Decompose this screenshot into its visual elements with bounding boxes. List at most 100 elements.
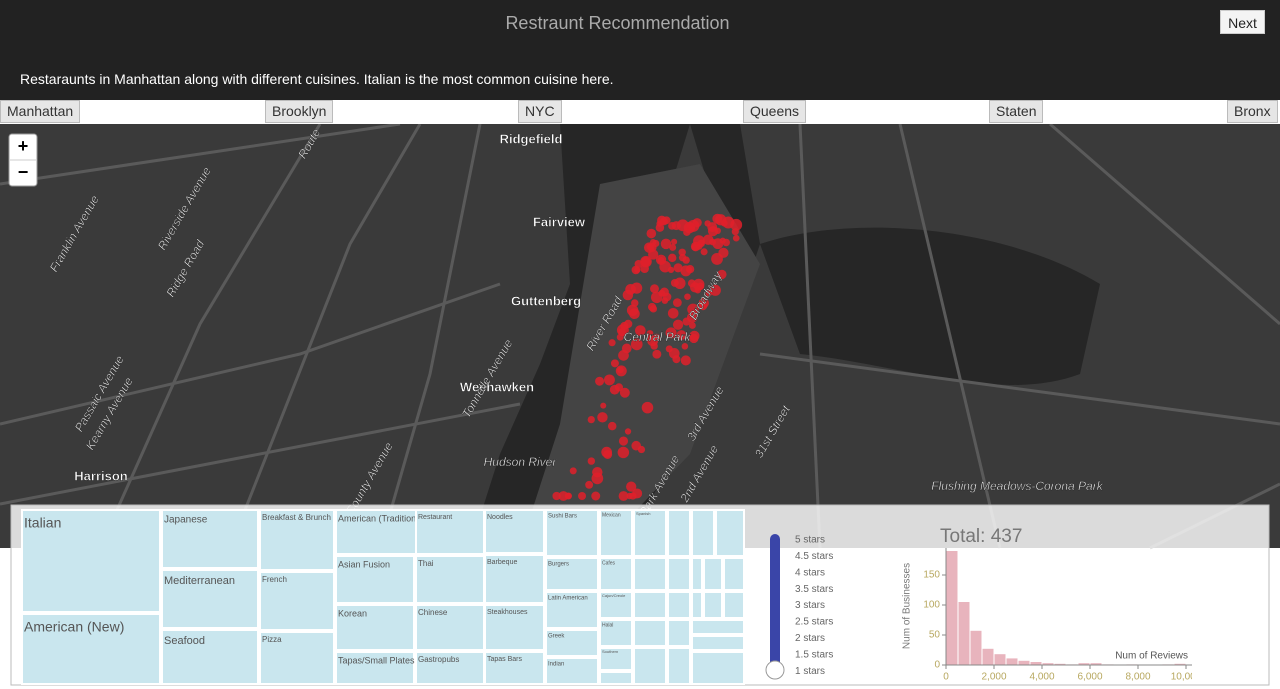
treemap-cell: [691, 557, 703, 591]
borough-tab[interactable]: Brooklyn: [265, 100, 334, 123]
restaurant-dot: [619, 387, 630, 398]
borough-tab[interactable]: NYC: [518, 100, 562, 123]
x-tick-clip: 0 2,000 4,000 6,000 8,000 10,000: [943, 672, 1202, 683]
map-label: Hudson River: [484, 455, 558, 469]
histogram-bar: [1006, 658, 1018, 665]
map-label: Central Park: [624, 330, 692, 344]
treemap-cell[interactable]: [545, 591, 599, 629]
zoom-out[interactable]: −: [18, 162, 29, 182]
restaurant-dot: [672, 319, 684, 330]
treemap-cell[interactable]: [161, 569, 259, 629]
next-button[interactable]: Next: [1220, 10, 1265, 34]
restaurant-dot: [624, 428, 632, 435]
treemap-cell[interactable]: [161, 629, 259, 685]
treemap-cell[interactable]: [599, 619, 633, 647]
restaurant-dot: [671, 221, 681, 231]
treemap-label: Seafood: [164, 635, 205, 647]
restaurant-dot: [632, 488, 643, 499]
borough-tab[interactable]: Queens: [743, 100, 807, 123]
treemap-cell[interactable]: [21, 509, 161, 613]
treemap-cell[interactable]: [259, 571, 335, 631]
treemap-cell: [715, 509, 745, 557]
restaurant-dot: [707, 226, 719, 237]
treemap-cell: [599, 671, 633, 685]
zoom-in[interactable]: +: [18, 136, 29, 156]
restaurant-dot: [595, 376, 605, 386]
treemap-label: Asian Fusion: [338, 559, 390, 569]
treemap-cell[interactable]: [599, 647, 633, 671]
restaurant-dot: [682, 256, 690, 264]
treemap-label: Greek: [548, 634, 565, 640]
treemap-cell: [667, 591, 691, 619]
treemap-cell[interactable]: [335, 509, 417, 555]
restaurant-dot: [625, 284, 636, 295]
treemap-cell[interactable]: [633, 509, 667, 557]
treemap-cell[interactable]: [259, 631, 335, 685]
histogram-bar: [1090, 663, 1102, 665]
restaurant-dot: [704, 220, 711, 227]
treemap-label: Restaurant: [418, 514, 452, 521]
treemap-cell[interactable]: [484, 651, 545, 685]
restaurant-dot: [673, 263, 683, 273]
treemap-cell: [691, 591, 703, 619]
treemap-cell[interactable]: [545, 509, 599, 557]
borough-tabs: Manhattan Brooklyn NYC Queens Staten Bronx: [0, 100, 1280, 124]
treemap-cell[interactable]: [335, 555, 415, 604]
restaurant-dot: [552, 491, 561, 501]
treemap-cell[interactable]: [259, 509, 335, 571]
restaurant-dot: [648, 249, 659, 260]
treemap-cell[interactable]: [335, 604, 415, 651]
treemap-cell[interactable]: [161, 509, 259, 569]
restaurant-dot: [652, 349, 662, 359]
restaurant-dot: [687, 303, 699, 316]
treemap-cell[interactable]: [545, 657, 599, 685]
y-tick-label: 0: [934, 660, 940, 671]
restaurant-dot: [682, 317, 691, 326]
borough-tab[interactable]: Manhattan: [0, 100, 81, 123]
x-tick-label: 10,000: [1171, 672, 1202, 683]
slider-knob[interactable]: [765, 660, 785, 680]
restaurant-dot: [587, 415, 595, 424]
restaurant-dot: [683, 221, 696, 234]
histogram-bar: [1174, 663, 1186, 665]
restaurant-dot: [640, 264, 649, 273]
restaurant-dot: [569, 467, 577, 475]
chart-title: Total: 437: [940, 526, 1022, 547]
treemap-label: Southern: [602, 649, 618, 654]
restaurant-dot: [616, 366, 624, 374]
treemap-cell[interactable]: [599, 591, 633, 619]
x-axis-label: Num of Reviews: [1115, 651, 1188, 662]
map-label: Fairview: [533, 214, 586, 229]
restaurant-dot: [634, 325, 646, 336]
restaurant-dot: [695, 243, 703, 250]
x-tick-label: 8,000: [1125, 672, 1150, 683]
borough-tab[interactable]: Bronx: [1227, 100, 1278, 123]
map-label: Weehawken: [460, 379, 534, 394]
map-label: Guttenberg: [511, 293, 581, 308]
treemap-cell[interactable]: [545, 557, 599, 591]
treemap-cell[interactable]: [545, 629, 599, 657]
restaurant-dot: [692, 218, 702, 228]
treemap-cell: [633, 647, 667, 685]
treemap-cell[interactable]: [599, 557, 633, 591]
star-slider: 5 stars 4.5 stars 4 stars 3.5 stars 3 stars 2…: [765, 534, 833, 680]
star-label: 3 stars: [795, 600, 825, 611]
treemap-label: Cafes: [602, 560, 616, 566]
treemap-cell[interactable]: [484, 509, 545, 554]
map-label: Flushing Meadows-Corona Park: [931, 479, 1103, 493]
treemap-cell[interactable]: [21, 613, 161, 685]
treemap-cell[interactable]: [415, 604, 485, 651]
treemap-cell[interactable]: [484, 604, 545, 651]
treemap-cell: [691, 509, 715, 557]
histogram-bar: [1018, 660, 1030, 665]
treemap-cell[interactable]: [484, 554, 545, 604]
restaurant-dot: [731, 228, 739, 236]
borough-tab[interactable]: Staten: [989, 100, 1044, 123]
treemap-cell[interactable]: [599, 509, 633, 557]
manhattan: [520, 164, 760, 548]
star-label: 1.5 stars: [795, 649, 833, 660]
treemap-cell: [633, 591, 667, 619]
treemap-cell[interactable]: [335, 651, 415, 685]
restaurant-dot: [657, 215, 667, 226]
treemap-cell[interactable]: [415, 509, 485, 555]
